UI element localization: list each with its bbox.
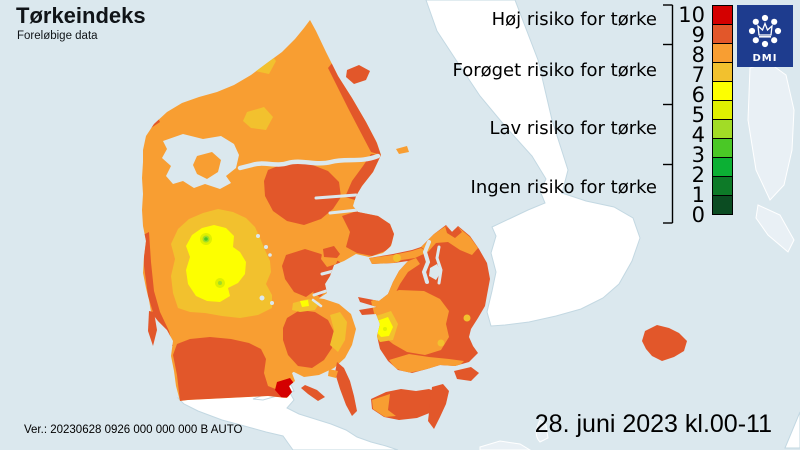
page-title: Tørkeindeks	[16, 3, 146, 28]
high-risk-spot-als	[275, 378, 296, 398]
langeland-region	[335, 362, 357, 416]
version-text: Ver.: 20230628 0926 000 000 000 B AUTO	[24, 424, 243, 436]
scale-tick-label: 2	[691, 163, 705, 187]
legend-label-high: Høj risiko for tørke	[491, 9, 657, 30]
taasinge-region	[328, 369, 338, 378]
scale-tick-label: 1	[691, 183, 705, 207]
scale-tick-label: 0	[691, 203, 705, 227]
scale-tick-label: 8	[691, 43, 705, 67]
colorbar-cell	[712, 157, 733, 177]
denmark-regions	[142, 20, 687, 429]
colorbar-cell	[712, 5, 733, 25]
colorbar-cell	[712, 195, 733, 215]
scale-tick-label: 9	[691, 23, 705, 47]
colorbar-cell	[712, 138, 733, 158]
anholt-region	[396, 146, 409, 154]
bottom-right-coast	[784, 411, 800, 449]
scale-tick-label: 7	[691, 63, 705, 87]
falster-region	[428, 384, 449, 429]
aeroe-region	[301, 385, 325, 401]
legend-tick-bracket	[663, 4, 674, 224]
legend-label-low: Lav risiko for tørke	[489, 118, 657, 139]
zealand-drought-zones	[369, 226, 478, 373]
scale-tick-label: 5	[691, 103, 705, 127]
fanoe-roemoe-strip	[148, 311, 157, 346]
scale-tick-label: 6	[691, 83, 705, 107]
colorbar-cell	[712, 24, 733, 44]
colorbar-cell	[712, 176, 733, 196]
colorbar-cell	[712, 100, 733, 120]
dmi-logo: DMI	[737, 5, 793, 67]
datetime-text: 28. juni 2023 kl.00-11	[534, 410, 772, 438]
drought-scale-colorbar	[712, 5, 733, 215]
dmi-crown-and-stars-icon	[748, 14, 782, 48]
faint-background-land	[479, 61, 795, 450]
sweden-region	[425, 0, 641, 327]
colorbar-cell	[712, 62, 733, 82]
moen-region	[454, 367, 479, 381]
scale-tick-label: 3	[691, 143, 705, 167]
scale-tick-label: 4	[691, 123, 705, 147]
dmi-logo-label: DMI	[752, 53, 778, 64]
page-subtitle: Foreløbige data	[17, 30, 98, 42]
laesoe-region	[346, 65, 370, 84]
scale-tick-label: 10	[678, 3, 705, 27]
jutland-drought-zones	[143, 51, 394, 401]
legend-label-increased: Forøget risiko for tørke	[452, 60, 657, 81]
germany-region	[176, 392, 399, 450]
crown-icon	[757, 21, 773, 38]
colorbar-cell	[712, 81, 733, 101]
bornholm-region	[642, 325, 687, 361]
colorbar-cell	[712, 43, 733, 63]
funen-drought-zones	[283, 298, 347, 368]
scale-tick-labels: 10 9 8 7 6 5 4 3 2 1 0	[640, 3, 705, 227]
legend-label-none: Ingen risiko for tørke	[470, 177, 657, 198]
colorbar-cell	[712, 119, 733, 139]
